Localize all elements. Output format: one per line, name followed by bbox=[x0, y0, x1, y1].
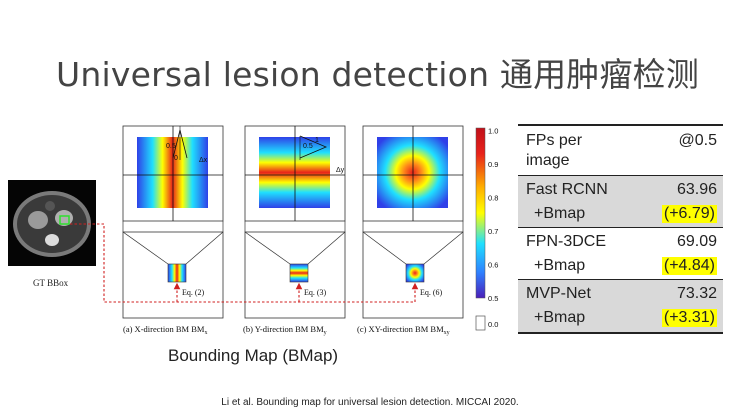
colorbar-zero-swatch bbox=[475, 315, 486, 331]
table-row: Fast RCNN 63.96 +Bmap (+6.79) bbox=[518, 176, 723, 228]
method-score: 73.32 bbox=[676, 285, 717, 302]
panel-b-mini-map bbox=[289, 263, 309, 283]
results-table: FPs per image @0.5 Fast RCNN 63.96 +Bmap (+… bbox=[518, 124, 723, 334]
colorbar-tick-label: 0.8 bbox=[488, 194, 498, 203]
ct-scan-image bbox=[8, 180, 96, 266]
header-at-05: @0.5 bbox=[678, 131, 717, 149]
panel-a-box bbox=[122, 231, 224, 319]
panel-a-caption: (a) X-direction BM BMx bbox=[123, 324, 207, 336]
panel-a-mini-map bbox=[167, 263, 187, 283]
method-name: Fast RCNN bbox=[526, 180, 608, 198]
eq-c-label: Eq. (6) bbox=[420, 288, 443, 297]
table-header: FPs per image @0.5 bbox=[518, 126, 723, 176]
method-score: 63.96 bbox=[676, 180, 717, 198]
panel-b-delta-y: Δy bbox=[336, 167, 345, 174]
slide-title: Universal lesion detection 通用肿瘤检测 bbox=[56, 55, 700, 94]
variant-name: +Bmap bbox=[534, 256, 586, 274]
method-name: MVP-Net bbox=[526, 285, 591, 302]
panel-a-delta-x: Δx bbox=[199, 157, 208, 164]
table-row: FPN-3DCE 69.09 +Bmap (+4.84) bbox=[518, 228, 723, 280]
variant-name: +Bmap bbox=[534, 309, 586, 326]
panel-c-caption: (c) XY-direction BM BMxy bbox=[357, 324, 450, 336]
colorbar bbox=[475, 127, 486, 299]
gt-bbox-label: GT BBox bbox=[33, 278, 69, 288]
bmap-caption: Bounding Map (BMap) bbox=[168, 346, 339, 365]
variant-name: +Bmap bbox=[534, 204, 586, 222]
panel-b-caption: (b) Y-direction BM BMy bbox=[243, 324, 327, 336]
colorbar-zero-label: 0.0 bbox=[488, 320, 498, 329]
colorbar-tick-label: 0.5 bbox=[488, 294, 498, 303]
panel-b-val-half: 0.5 bbox=[303, 143, 313, 150]
panel-a-heatmap bbox=[122, 125, 224, 222]
colorbar-ticks: 1.0 0.9 0.8 0.7 0.6 0.5 bbox=[488, 127, 498, 304]
panel-a-val-half: 0.5 bbox=[166, 143, 176, 150]
panel-b-box bbox=[244, 231, 346, 319]
colorbar-tick-label: 1.0 bbox=[488, 127, 498, 136]
panel-b-val-one: 1 bbox=[315, 137, 319, 144]
eq-b-label: Eq. (3) bbox=[304, 288, 327, 297]
eq-a-label: Eq. (2) bbox=[182, 288, 205, 297]
method-score: 69.09 bbox=[676, 232, 717, 250]
gain-value: (+4.84) bbox=[661, 256, 717, 275]
colorbar-tick-label: 0.9 bbox=[488, 160, 498, 169]
panel-c-mini-map bbox=[405, 263, 425, 283]
panel-a-val-zero: 0 bbox=[174, 155, 178, 162]
panel-b-heatmap bbox=[244, 125, 346, 222]
colorbar-tick-label: 0.7 bbox=[488, 227, 498, 236]
gt-bbox-marker bbox=[59, 215, 70, 225]
red-connectors bbox=[70, 223, 419, 303]
gain-value: (+3.31) bbox=[661, 309, 717, 327]
panel-c-heatmap bbox=[362, 125, 464, 222]
header-fps-per-image: FPs per image bbox=[526, 131, 583, 169]
citation-footer: Li et al. Bounding map for universal les… bbox=[221, 397, 519, 408]
colorbar-tick-label: 0.6 bbox=[488, 261, 498, 270]
gain-value: (+6.79) bbox=[661, 204, 717, 223]
panel-c-box bbox=[362, 231, 464, 319]
table-row: MVP-Net 73.32 +Bmap (+3.31) bbox=[518, 280, 723, 332]
method-name: FPN-3DCE bbox=[526, 232, 607, 250]
funnel-lines bbox=[122, 221, 464, 265]
